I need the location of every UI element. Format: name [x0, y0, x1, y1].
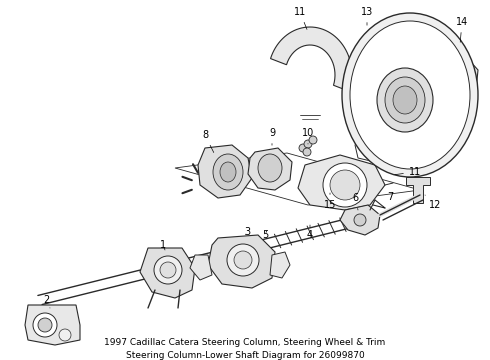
- Text: 14: 14: [456, 17, 468, 42]
- Ellipse shape: [350, 21, 470, 169]
- Text: 2: 2: [43, 295, 50, 308]
- Polygon shape: [25, 305, 80, 345]
- Text: 11: 11: [395, 167, 421, 177]
- Polygon shape: [248, 148, 292, 190]
- Text: 7: 7: [384, 192, 393, 208]
- Polygon shape: [140, 248, 195, 298]
- Ellipse shape: [342, 13, 478, 177]
- Text: 11: 11: [294, 7, 307, 30]
- Ellipse shape: [220, 162, 236, 182]
- Text: 13: 13: [361, 7, 373, 25]
- Text: 1: 1: [160, 240, 166, 250]
- Circle shape: [309, 136, 317, 144]
- Text: 4: 4: [307, 225, 313, 240]
- Ellipse shape: [385, 77, 425, 123]
- Circle shape: [299, 144, 307, 152]
- Ellipse shape: [213, 154, 243, 190]
- Circle shape: [154, 256, 182, 284]
- Polygon shape: [355, 130, 385, 162]
- Circle shape: [234, 251, 252, 269]
- Circle shape: [354, 214, 366, 226]
- Text: 3: 3: [244, 227, 250, 237]
- Text: 9: 9: [269, 128, 275, 145]
- Text: 6: 6: [352, 193, 358, 210]
- Circle shape: [227, 244, 259, 276]
- Polygon shape: [340, 205, 380, 235]
- Ellipse shape: [377, 68, 433, 132]
- Polygon shape: [450, 50, 478, 120]
- Text: 1997 Cadillac Catera Steering Column, Steering Wheel & Trim
Steering Column-Lowe: 1997 Cadillac Catera Steering Column, St…: [104, 338, 386, 360]
- Polygon shape: [208, 235, 275, 288]
- Polygon shape: [270, 27, 352, 91]
- Circle shape: [33, 313, 57, 337]
- Circle shape: [304, 140, 312, 148]
- Circle shape: [38, 318, 52, 332]
- Ellipse shape: [258, 154, 282, 182]
- Circle shape: [330, 170, 360, 200]
- Ellipse shape: [393, 86, 417, 114]
- Text: 10: 10: [302, 128, 314, 144]
- Text: 12: 12: [425, 195, 441, 210]
- Polygon shape: [298, 155, 385, 210]
- Circle shape: [323, 163, 367, 207]
- Polygon shape: [406, 177, 430, 203]
- Text: 15: 15: [324, 193, 336, 210]
- Text: 8: 8: [202, 130, 214, 153]
- Polygon shape: [270, 252, 290, 278]
- Circle shape: [160, 262, 176, 278]
- Text: 5: 5: [262, 230, 268, 240]
- Polygon shape: [198, 145, 252, 198]
- Circle shape: [59, 329, 71, 341]
- Polygon shape: [190, 255, 212, 280]
- Circle shape: [303, 148, 311, 156]
